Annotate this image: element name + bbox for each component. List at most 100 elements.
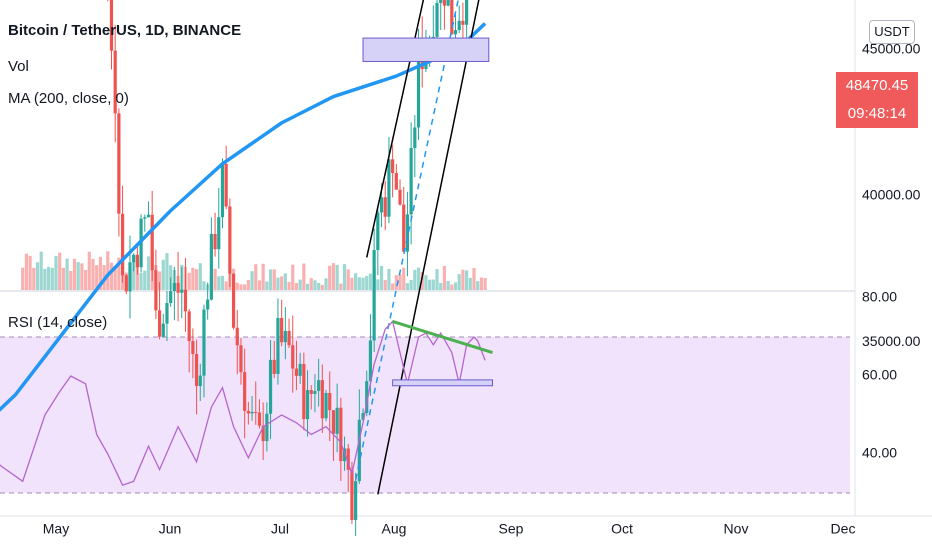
volume-bar xyxy=(476,281,480,290)
last-price-tag: 48470.45 09:48:14 xyxy=(836,72,918,128)
last-price-value: 48470.45 xyxy=(845,77,909,94)
candle-body xyxy=(383,197,387,217)
candle-body xyxy=(209,233,213,300)
volume-bar xyxy=(194,269,199,290)
volume-bar xyxy=(146,256,151,290)
channel-upper-line[interactable] xyxy=(365,0,485,258)
volume-bar xyxy=(368,273,373,290)
candle-body xyxy=(457,20,461,31)
candle-body xyxy=(313,390,317,394)
channel-lower-line[interactable] xyxy=(377,0,493,495)
volume-bar xyxy=(76,262,80,290)
candle-body xyxy=(354,481,358,520)
candle-body xyxy=(165,303,169,324)
volume-bar xyxy=(106,251,110,290)
rsi-tick-label: 80.00 xyxy=(862,289,897,305)
volume-bar xyxy=(213,268,217,290)
volume-bar xyxy=(387,268,391,290)
volume-bar xyxy=(272,269,276,290)
volume-bar xyxy=(409,279,413,290)
candle-body xyxy=(368,340,373,382)
volume-bar xyxy=(69,271,73,290)
volume-bar xyxy=(435,269,439,290)
rsi-band xyxy=(0,337,850,493)
candle-body xyxy=(128,262,132,292)
candle-body xyxy=(302,363,306,420)
volume-bar xyxy=(250,271,254,290)
rsi-label: RSI (14, close) xyxy=(8,314,108,331)
volume-bar xyxy=(135,266,139,290)
volume-bar xyxy=(309,278,313,290)
volume-bar xyxy=(239,284,243,290)
candle-body xyxy=(379,197,384,213)
rsi-support-zone[interactable] xyxy=(392,379,494,387)
volume-bar xyxy=(143,270,147,290)
candle-body xyxy=(132,254,136,263)
volume-bar xyxy=(39,251,43,290)
volume-bar xyxy=(276,277,280,290)
x-tick-label: May xyxy=(43,521,69,537)
candle-body xyxy=(180,289,184,293)
candle-body xyxy=(405,214,410,252)
x-tick-label: Dec xyxy=(831,521,856,537)
volume-bar xyxy=(139,272,143,290)
candle-body xyxy=(243,372,247,411)
price-tick-label: 40000.00 xyxy=(862,187,921,203)
volume-bar xyxy=(217,276,221,290)
volume-bar xyxy=(324,278,328,290)
candle-body xyxy=(194,353,199,387)
drawings[interactable] xyxy=(354,0,493,495)
currency-button[interactable]: USDT xyxy=(869,20,915,44)
candle-body xyxy=(231,273,236,328)
volume-bar xyxy=(453,282,458,290)
volume-bar xyxy=(335,264,339,290)
volume-bar xyxy=(21,267,25,290)
candle-body xyxy=(291,345,295,369)
volume-bar xyxy=(305,283,310,290)
volume-bar xyxy=(450,284,454,290)
candle-body xyxy=(320,380,324,419)
candle-body xyxy=(391,159,395,174)
candle-body xyxy=(220,163,225,218)
volume-bar xyxy=(132,262,136,290)
x-tick-label: Jun xyxy=(159,521,182,537)
volume-bar xyxy=(420,272,424,290)
price-axis: 35000.0040000.0045000.0050000.0055000.00… xyxy=(862,40,921,461)
price-tick-label: 45000.00 xyxy=(862,40,921,56)
volume-bar xyxy=(50,267,54,290)
candle-body xyxy=(409,148,413,215)
volume-bar xyxy=(95,265,99,290)
candle-body xyxy=(328,392,332,411)
rsi-tick-label: 40.00 xyxy=(862,445,897,461)
volume-bar xyxy=(265,281,269,290)
candle-body xyxy=(365,381,369,414)
x-tick-label: Aug xyxy=(382,521,407,537)
volume-bar xyxy=(357,277,361,290)
candle-body xyxy=(124,275,128,292)
volume-bar xyxy=(198,263,202,290)
volume-bar xyxy=(398,274,402,290)
candle-body xyxy=(465,0,469,25)
volume-bar xyxy=(405,283,410,290)
candle-body xyxy=(361,413,365,420)
volume-bar xyxy=(43,268,47,290)
candle-body xyxy=(113,50,117,114)
candle-body xyxy=(335,407,339,434)
volume-bar xyxy=(402,267,406,290)
volume-bar xyxy=(298,279,302,290)
candle-body xyxy=(294,368,299,376)
volume-bar xyxy=(365,275,369,290)
price-support-zone[interactable] xyxy=(362,37,490,62)
volume-bar xyxy=(428,279,432,290)
time-axis: May Jun Jul Aug Sep Oct Nov Dec xyxy=(43,521,856,537)
volume-bar xyxy=(61,267,65,290)
volume-bar xyxy=(157,271,162,290)
rsi-trendline[interactable] xyxy=(392,319,493,355)
volume-bar xyxy=(91,258,95,290)
volume-bar xyxy=(431,279,435,290)
candle-body xyxy=(331,410,336,434)
candle-body xyxy=(394,173,398,190)
candle-body xyxy=(239,345,243,373)
candle-body xyxy=(169,291,173,304)
